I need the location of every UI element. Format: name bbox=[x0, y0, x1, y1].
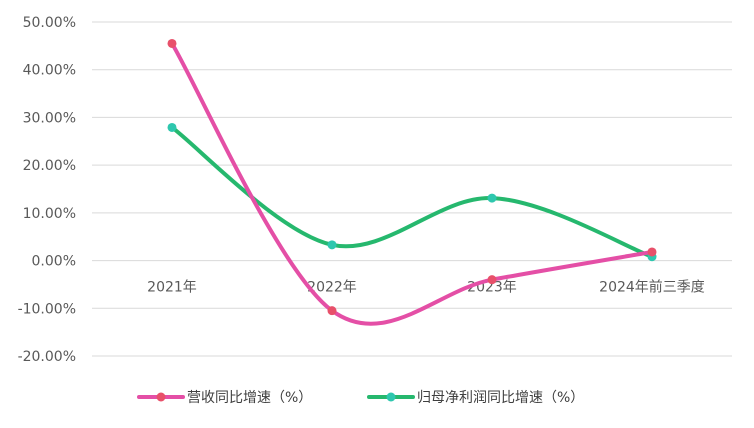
data-point bbox=[167, 122, 177, 132]
legend-item: 营收同比增速（%） bbox=[137, 390, 312, 406]
data-point bbox=[327, 306, 337, 316]
y-tick-label: 20.00% bbox=[23, 158, 76, 174]
x-tick-label: 2022年 bbox=[307, 280, 357, 296]
series-line bbox=[170, 41, 654, 326]
legend: 营收同比增速（%） 归母净利润同比增速（%） bbox=[137, 389, 584, 406]
y-tick-label: 0.00% bbox=[32, 254, 76, 270]
legend-label: 归母净利润同比增速（%） bbox=[417, 389, 584, 406]
x-axis-ticks: 2021年 2022年 2023年 2024年前三季度 bbox=[147, 279, 705, 296]
y-axis-ticks: -20.00% -10.00% 0.00% 10.00% 20.00% 30.00% 40.… bbox=[18, 15, 76, 365]
series-lines bbox=[167, 38, 657, 326]
legend-marker bbox=[386, 392, 396, 402]
data-point bbox=[487, 275, 497, 285]
y-tick-label: 10.00% bbox=[23, 206, 76, 222]
series-line bbox=[170, 125, 654, 259]
gridlines bbox=[92, 21, 732, 357]
data-point bbox=[487, 193, 497, 203]
legend-marker bbox=[156, 392, 166, 402]
data-point bbox=[167, 38, 177, 48]
x-tick-label: 2024年前三季度 bbox=[599, 279, 705, 296]
y-tick-label: 30.00% bbox=[23, 110, 76, 126]
y-tick-label: 40.00% bbox=[23, 63, 76, 79]
x-tick-label: 2021年 bbox=[147, 280, 197, 296]
data-point bbox=[327, 240, 337, 250]
y-tick-label: -20.00% bbox=[18, 349, 76, 365]
y-tick-label: 50.00% bbox=[23, 15, 76, 31]
legend-item: 归母净利润同比增速（%） bbox=[367, 389, 584, 406]
y-tick-label: -10.00% bbox=[18, 301, 76, 317]
data-point bbox=[647, 247, 657, 257]
legend-label: 营收同比增速（%） bbox=[187, 390, 312, 406]
